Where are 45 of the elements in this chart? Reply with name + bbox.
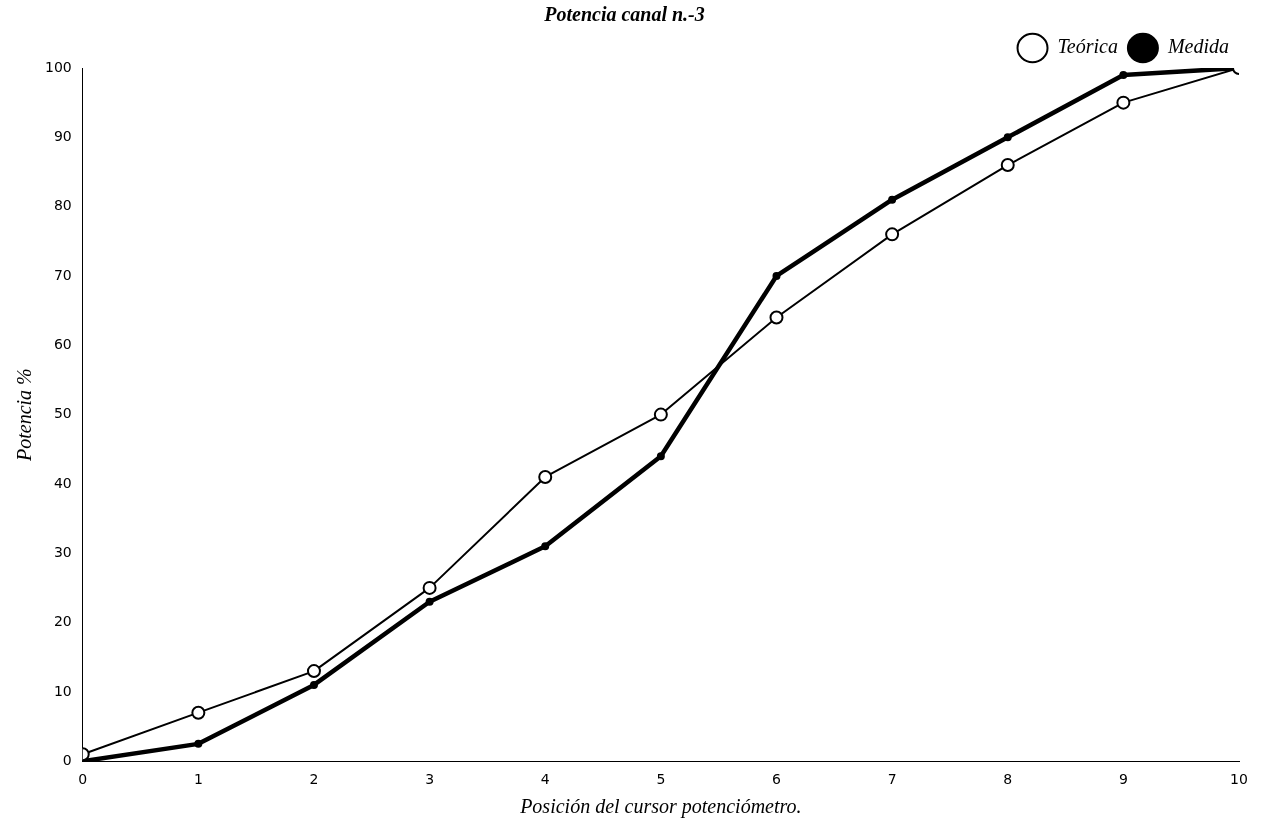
y-tick-label: 20	[53, 613, 72, 630]
point	[772, 271, 781, 280]
x-tick-label: 0	[78, 771, 88, 788]
point	[194, 739, 203, 748]
x-tick-label: 1	[193, 771, 203, 788]
y-tick-label: 90	[53, 127, 72, 144]
y-tick-label: 60	[53, 335, 72, 352]
y-tick-label: 70	[53, 266, 72, 283]
x-tick-label: 3	[425, 771, 435, 788]
x-tick-label: 2	[309, 771, 319, 788]
point	[306, 664, 321, 679]
x-tick-label: 4	[540, 771, 550, 788]
point	[885, 227, 900, 242]
y-tick-label: 30	[53, 543, 72, 560]
y-tick-label: 80	[53, 197, 72, 214]
point	[541, 542, 550, 551]
point	[1116, 95, 1131, 110]
x-tick-label: 7	[887, 771, 897, 788]
point	[769, 310, 784, 325]
chart-title: Potencia canal n.-3	[543, 3, 705, 26]
legend-label: Teórica	[1057, 35, 1118, 58]
x-tick-label: 5	[656, 771, 666, 788]
point	[1119, 70, 1128, 79]
y-tick-label: 50	[53, 405, 72, 422]
point	[425, 597, 434, 606]
x-axis-title: Posición del cursor potenciómetro.	[519, 795, 802, 819]
point	[191, 705, 206, 720]
x-tick-label: 8	[1003, 771, 1013, 788]
point	[653, 407, 668, 422]
point	[656, 452, 665, 461]
y-tick-label: 40	[53, 474, 72, 491]
x-tick-label: 9	[1118, 771, 1128, 788]
y-axis-title: Potencia %	[13, 368, 36, 462]
x-tick-label: 6	[772, 771, 782, 788]
point	[309, 680, 318, 689]
point	[888, 195, 897, 204]
point	[538, 469, 553, 484]
x-tick-label: 10	[1230, 771, 1248, 788]
point	[1000, 158, 1015, 173]
y-tick-label: 10	[53, 682, 72, 699]
point	[1003, 133, 1012, 142]
y-tick-label: 0	[62, 751, 72, 768]
y-tick-label: 100	[44, 58, 72, 75]
legend-label: Medida	[1166, 35, 1229, 58]
point	[422, 580, 437, 595]
